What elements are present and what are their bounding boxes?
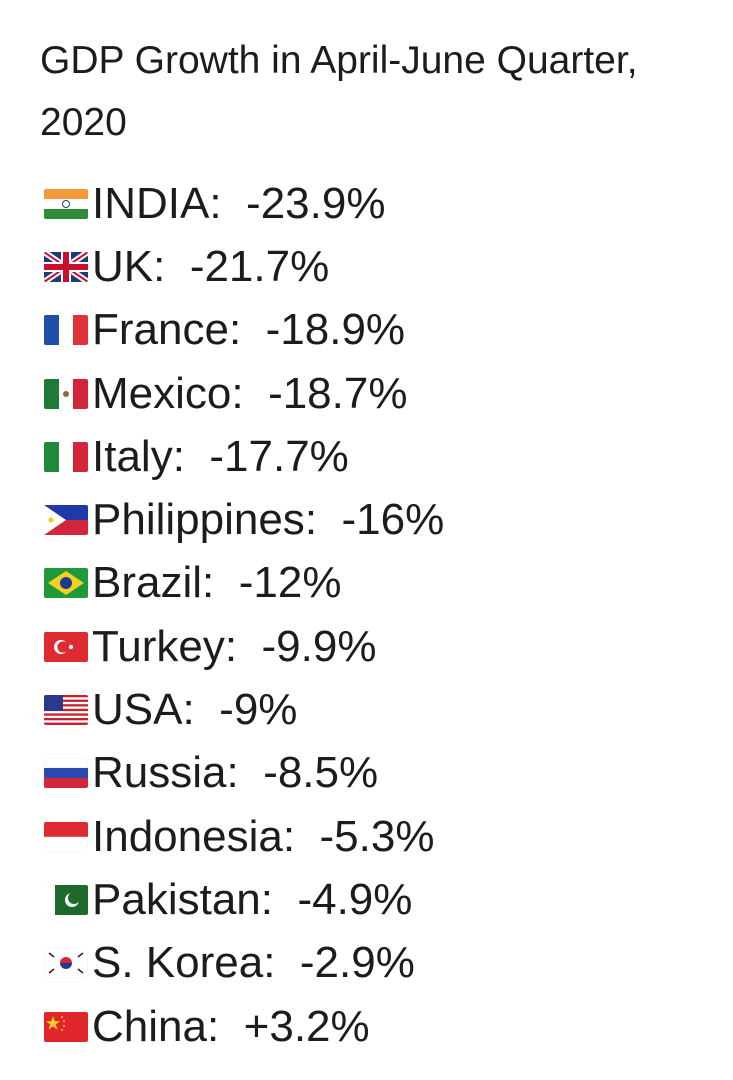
growth-value: -9% [219,685,298,735]
list-item: Russia: -8.5% [44,742,444,805]
growth-value: -9.9% [261,621,377,671]
list-item: France: -18.9% [44,299,444,362]
india-flag-icon [44,188,88,219]
separator: : [172,431,210,481]
country-label: Turkey [92,621,225,671]
growth-value: -16% [341,495,445,545]
indonesia-flag-icon [44,821,88,852]
pakistan-flag-icon [44,884,88,915]
separator: : [260,874,298,924]
separator: : [182,685,220,735]
turkey-flag-icon [44,631,88,662]
country-label: Pakistan [92,874,261,924]
growth-value: -21.7% [189,241,330,291]
separator: : [228,305,266,355]
italy-flag-icon [44,441,88,472]
growth-value: -8.5% [263,748,379,798]
list-item: China: +3.2% [44,995,444,1058]
country-label: USA [92,685,183,735]
list-item: UK: -21.7% [44,235,444,298]
growth-value: -2.9% [299,938,415,988]
south-korea-flag-icon [44,948,88,979]
separator: : [282,811,320,861]
country-label: Italy [92,431,173,481]
list-item: Mexico: -18.7% [44,362,444,425]
separator: : [153,241,190,291]
growth-value: -17.7% [209,431,349,481]
france-flag-icon [44,315,88,346]
separator: : [231,368,269,418]
country-label: France [92,305,229,355]
list-item: S. Korea: -2.9% [44,932,444,995]
philippines-flag-icon [44,505,88,536]
mexico-flag-icon [44,378,88,409]
country-label: Brazil [92,558,203,608]
country-label: UK [92,241,154,291]
country-label: S. Korea [92,938,264,988]
list-item: USA: -9% [44,678,444,741]
separator: : [226,748,264,798]
country-label: INDIA [92,178,210,228]
country-label: Mexico [92,368,232,418]
growth-value: -5.3% [319,811,435,861]
separator: : [209,178,247,228]
china-flag-icon [44,1011,88,1042]
list-item: Brazil: -12% [44,552,444,615]
country-label: China [92,1001,207,1051]
separator: : [202,558,239,608]
russia-flag-icon [44,758,88,789]
list-item: Turkey: -9.9% [44,615,444,678]
list-item: INDIA: -23.9% [44,172,444,235]
country-label: Russia [92,748,227,798]
separator: : [224,621,262,671]
uk-flag-icon [44,251,88,282]
gdp-list: INDIA: -23.9% UK: -21.7% France: -18.9% … [44,172,444,1058]
growth-value: -18.7% [268,368,408,418]
separator: : [304,495,342,545]
growth-value: -4.9% [297,874,413,924]
growth-value: -12% [238,558,342,608]
usa-flag-icon [44,695,88,726]
list-item: Pakistan: -4.9% [44,868,444,931]
brazil-flag-icon [44,568,88,599]
country-label: Indonesia [92,811,283,861]
page-title: GDP Growth in April-June Quarter, 2020 [40,39,638,144]
separator: : [206,1001,244,1051]
separator: : [263,938,300,988]
growth-value: -23.9% [246,178,386,228]
growth-value: -18.9% [265,305,406,355]
list-item: Italy: -17.7% [44,425,444,488]
growth-value: +3.2% [243,1001,370,1051]
list-item: Indonesia: -5.3% [44,805,444,868]
country-label: Philippines [92,495,305,545]
list-item: Philippines: -16% [44,488,444,551]
